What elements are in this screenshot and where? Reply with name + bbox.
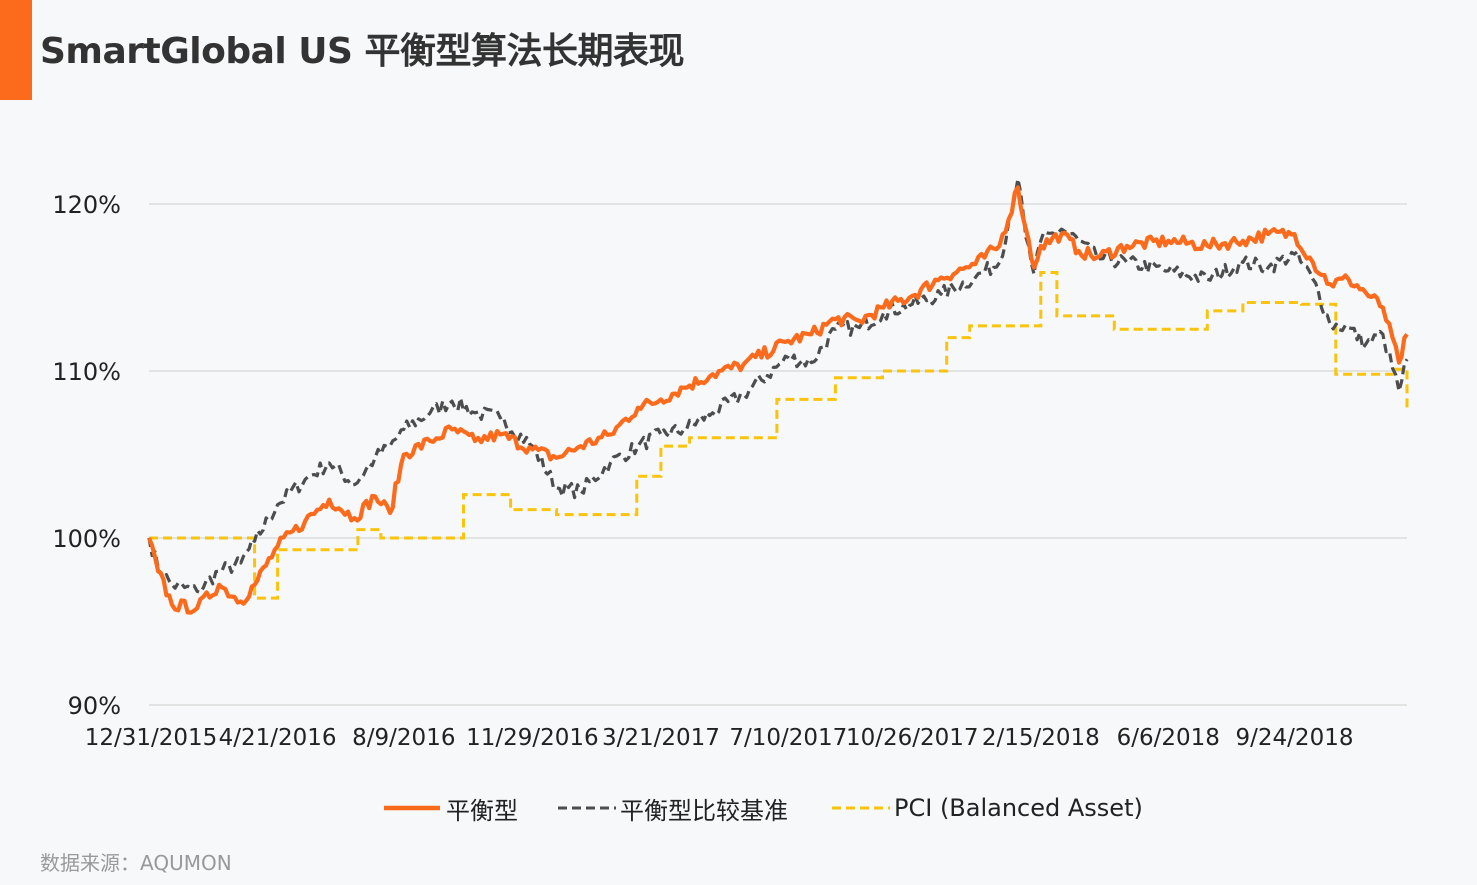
legend-swatch-solid-icon [384,805,440,811]
y-tick-label: 110% [52,358,121,386]
chart-title: SmartGlobal US 平衡型算法长期表现 [40,31,684,72]
legend-label: 平衡型比较基准 [620,796,788,825]
legend-item-balanced: 平衡型 [384,790,518,826]
line-chart: 90% 100% 110% 120% 12/31/2015 4/21/2016 8/9/20… [52,177,1409,751]
x-tick-label: 12/31/2015 [85,725,218,751]
x-tick-label: 2/15/2018 [982,725,1100,751]
x-tick-label: 6/6/2018 [1117,725,1220,751]
y-tick-label: 100% [52,525,121,553]
series-line-benchmark [147,177,1409,595]
y-tick-label: 90% [68,692,121,720]
legend-label: PCI (Balanced Asset) [894,794,1143,822]
legend-label: 平衡型 [446,796,518,825]
legend-swatch-dashed-icon [832,806,890,810]
legend: 平衡型 平衡型比较基准 PCI (Balanced Asset) [0,790,1477,826]
data-source-note: 数据来源：AQUMON [40,851,232,875]
legend-item-benchmark: 平衡型比较基准 [558,790,788,826]
x-tick-label: 4/21/2016 [219,725,337,751]
legend-item-pci: PCI (Balanced Asset) [832,790,1143,826]
series-line-balanced [147,185,1409,615]
series-line-pci [149,271,1409,600]
x-tick-label: 11/29/2016 [466,725,599,751]
y-tick-label: 120% [52,191,121,219]
title-accent-bar [0,0,32,100]
x-tick-label: 9/24/2018 [1236,725,1354,751]
x-tick-label: 8/9/2016 [352,725,455,751]
x-tick-label: 3/21/2017 [602,725,720,751]
x-tick-label: 7/10/2017 [729,725,847,751]
x-tick-label: 10/26/2017 [846,725,979,751]
legend-swatch-dashed-icon [558,806,616,810]
